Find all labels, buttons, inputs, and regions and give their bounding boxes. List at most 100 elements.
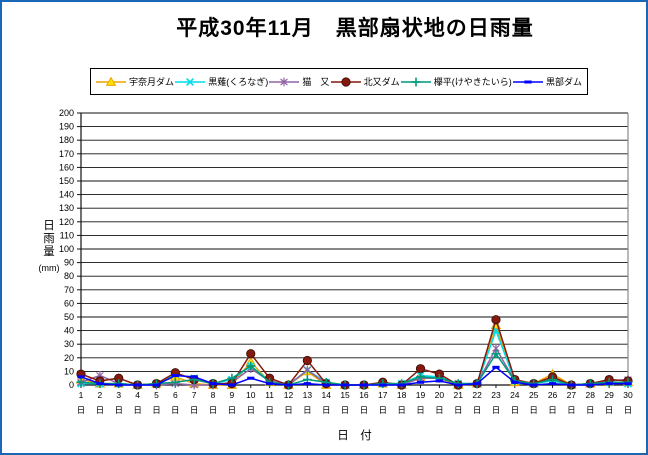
x-tick-day-suffix: 日 (416, 405, 425, 415)
x-tick-day-suffix: 日 (322, 405, 331, 415)
x-tick-day-suffix: 日 (247, 405, 256, 415)
y-tick-label: 110 (60, 230, 74, 240)
series-kurobe-dam (77, 365, 632, 387)
y-axis-title-char: 量 (43, 246, 55, 258)
x-tick-day-number: 6 (173, 390, 178, 400)
y-tick-label: 50 (64, 312, 74, 322)
legend-marker-unazuki-dam-icon (96, 76, 126, 86)
y-tick-label: 120 (59, 217, 74, 227)
x-tick-day-number: 3 (116, 390, 121, 400)
legend-label: 黒部ダム (545, 77, 582, 87)
legend-marker-keyakidaira-icon (400, 77, 431, 86)
y-tick-label: 140 (59, 190, 74, 200)
legend-item-keyakidaira: 欅平(けやきたいら) (400, 75, 512, 88)
legend-item-unazuki-dam: 宇奈月ダム (96, 75, 174, 88)
legend-label: 北又ダム (363, 77, 400, 87)
legend: 宇奈月ダム 黒薙(くろなぎ) 猫 又 北又ダム 欅平(けやきたいら) 黒部ダム (90, 68, 588, 95)
x-tick-day-suffix: 日 (529, 405, 538, 415)
x-tick-day-number: 27 (567, 390, 577, 400)
x-tick-day-suffix: 日 (171, 405, 180, 415)
legend-item-kitamata-dam: 北又ダム (330, 75, 400, 88)
x-tick-day-suffix: 日 (567, 405, 576, 415)
y-tick-label: 90 (64, 258, 74, 268)
x-tick-day-number: 30 (623, 390, 633, 400)
x-tick-day-suffix: 日 (303, 405, 312, 415)
y-tick-label: 70 (64, 285, 74, 295)
y-tick-label: 0 (69, 380, 74, 390)
x-tick-day-suffix: 日 (511, 405, 520, 415)
y-axis-title-char: 日 (43, 220, 55, 232)
x-tick-day-number: 23 (491, 390, 501, 400)
x-tick-day-suffix: 日 (341, 405, 350, 415)
chart-title: 平成30年11月 黒部扇状地の日雨量 (176, 17, 534, 40)
y-tick-label: 20 (64, 353, 74, 363)
x-tick-day-suffix: 日 (190, 405, 199, 415)
series-kitamata-dam (76, 315, 633, 390)
y-tick-label: 160 (59, 162, 74, 172)
x-tick-day-number: 17 (378, 390, 388, 400)
x-tick-day-suffix: 日 (77, 405, 86, 415)
y-tick-label: 30 (64, 339, 74, 349)
x-tick-day-number: 8 (211, 390, 216, 400)
legend-item-kuronagi: 黒薙(くろなぎ) (175, 75, 268, 88)
x-tick-day-number: 24 (510, 390, 520, 400)
x-tick-day-number: 16 (359, 390, 369, 400)
x-tick-day-number: 28 (586, 390, 596, 400)
x-tick-day-suffix: 日 (548, 405, 557, 415)
legend-marker-kitamata-dam-icon (330, 76, 361, 87)
x-tick-day-number: 5 (154, 390, 159, 400)
x-tick-day-suffix: 日 (473, 405, 482, 415)
legend-label: 欅平(けやきたいら) (433, 77, 512, 87)
x-tick-day-suffix: 日 (605, 405, 614, 415)
x-tick-day-number: 15 (340, 390, 350, 400)
legend-label: 黒薙(くろなぎ) (208, 77, 269, 87)
x-tick-day-number: 25 (529, 390, 539, 400)
x-tick-day-number: 7 (192, 390, 197, 400)
legend-label: 宇奈月ダム (129, 77, 175, 87)
x-axis-title: 日 付 (337, 429, 372, 442)
x-tick-day-number: 13 (303, 390, 313, 400)
x-tick-day-number: 20 (435, 390, 445, 400)
x-tick-day-suffix: 日 (586, 405, 595, 415)
series-kitamata-dam-line (80, 317, 629, 386)
x-tick-day-number: 12 (284, 390, 294, 400)
y-axis-title-char: 雨 (43, 233, 55, 245)
x-tick-day-number: 26 (548, 390, 558, 400)
x-tick-day-suffix: 日 (454, 405, 463, 415)
x-tick-day-suffix: 日 (133, 405, 142, 415)
x-tick-day-suffix: 日 (397, 405, 406, 415)
y-tick-label: 200 (59, 108, 74, 118)
x-tick-day-number: 29 (604, 390, 614, 400)
legend-marker-kurobe-dam-icon (512, 80, 543, 83)
y-tick-label: 130 (59, 203, 74, 213)
x-tick-day-suffix: 日 (96, 405, 105, 415)
x-tick-day-number: 2 (97, 390, 102, 400)
x-tick-day-number: 21 (454, 390, 464, 400)
x-tick-day-number: 18 (397, 390, 407, 400)
series-unazuki-dam-line (80, 322, 628, 386)
y-tick-label: 60 (64, 298, 74, 308)
x-tick-day-number: 14 (321, 390, 331, 400)
y-axis-title: 日 雨 量 (mm) (34, 220, 64, 275)
legend-item-kurobe-dam: 黒部ダム (512, 75, 582, 88)
y-tick-label: 190 (59, 122, 74, 132)
legend-marker-kuronagi-icon (175, 77, 206, 86)
y-tick-label: 100 (59, 244, 74, 254)
y-tick-label: 80 (64, 271, 74, 281)
x-tick-day-suffix: 日 (492, 405, 501, 415)
x-tick-day-number: 4 (135, 390, 140, 400)
x-tick-day-suffix: 日 (265, 405, 274, 415)
y-tick-label: 180 (59, 135, 74, 145)
x-tick-day-number: 22 (472, 390, 482, 400)
x-axis-tick-labels: 1日2日3日4日5日6日7日8日9日10日11日12日13日14日15日16日1… (77, 385, 633, 415)
x-tick-day-suffix: 日 (379, 405, 388, 415)
gridlines (77, 112, 628, 386)
legend-marker-nekomata-icon (269, 77, 300, 86)
x-tick-day-suffix: 日 (228, 405, 237, 415)
x-tick-day-suffix: 日 (284, 405, 293, 415)
x-tick-day-suffix: 日 (360, 405, 369, 415)
y-tick-label: 170 (59, 149, 74, 159)
x-tick-day-number: 19 (416, 390, 426, 400)
